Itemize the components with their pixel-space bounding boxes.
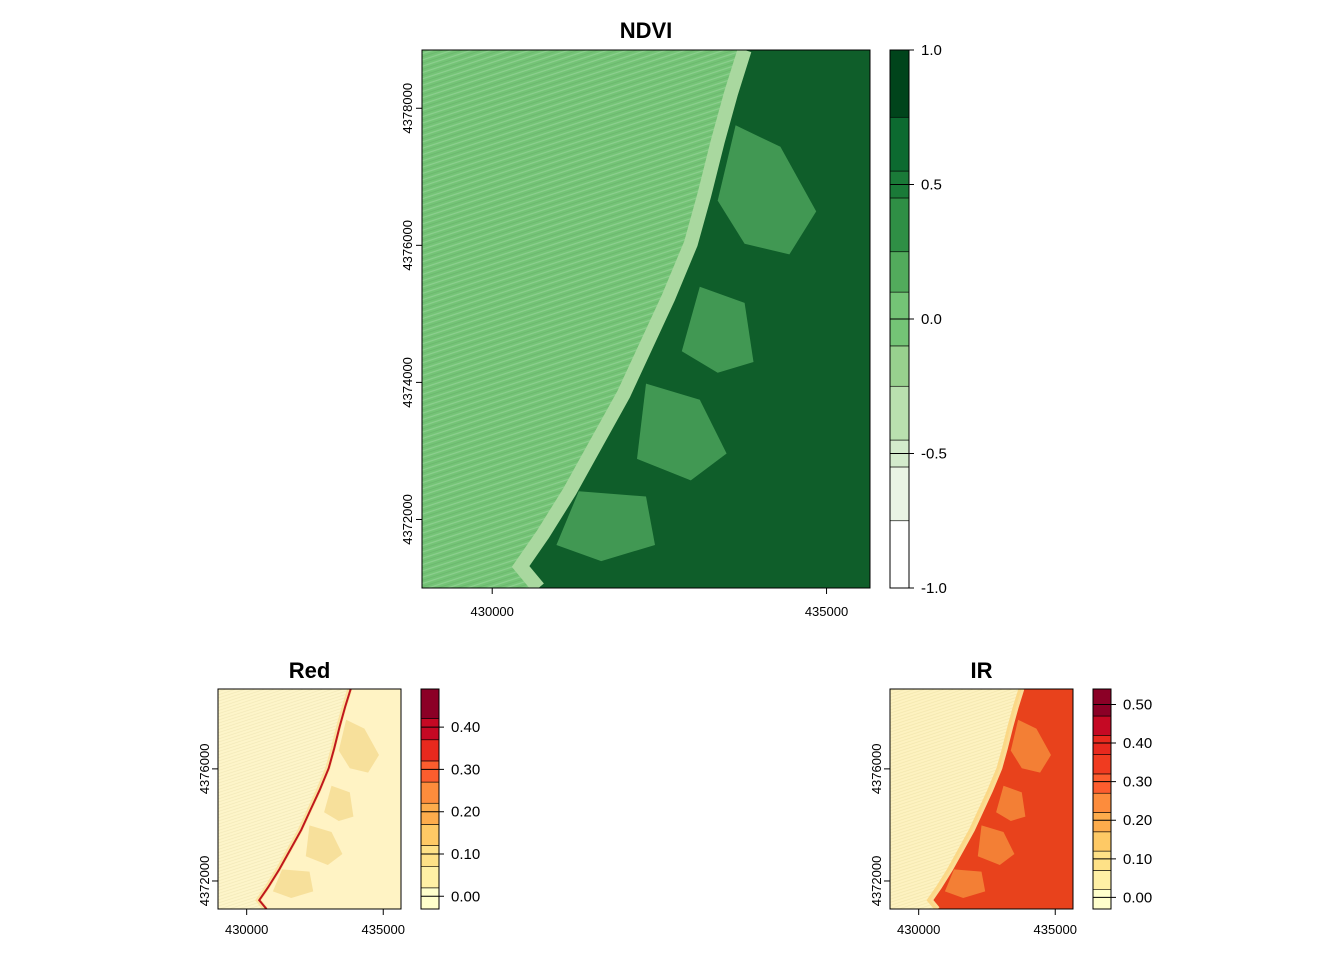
- legend-swatch: [420, 845, 440, 867]
- legend-swatch: [1092, 773, 1112, 794]
- marsh-lobe: [1010, 719, 1051, 773]
- ndvi-title: NDVI: [620, 18, 673, 43]
- marsh-lobe: [944, 869, 986, 898]
- legend-swatch: [420, 824, 440, 846]
- ir-raster: [890, 689, 1073, 909]
- y-tick-label: 4376000: [197, 744, 212, 795]
- x-tick-label: 430000: [225, 922, 268, 937]
- legend-swatch: [420, 887, 440, 910]
- marsh-lobe: [324, 785, 354, 821]
- legend-tick-label: 0.10: [1123, 851, 1152, 868]
- marsh-lobe: [637, 383, 727, 481]
- legend-swatch: [1092, 870, 1112, 891]
- ndvi-panel: NDVI 430000 435000 4372000 4374000 4376000 437…: [400, 18, 947, 619]
- legend-swatch: [1092, 889, 1112, 910]
- legend-swatch: [889, 385, 910, 441]
- legend-tick-label: 0.30: [1123, 774, 1152, 791]
- y-tick-label: 4372000: [869, 856, 884, 907]
- x-tick-label: 435000: [805, 604, 848, 619]
- red-panel: Red 430000 435000 4372000 4376000 0.40 0.30 0.2…: [197, 658, 480, 937]
- legend-swatch: [420, 866, 440, 889]
- legend-swatch: [420, 688, 440, 719]
- plot-frame: [421, 49, 871, 589]
- legend-swatch: [420, 760, 440, 783]
- y-tick-label: 4372000: [400, 494, 415, 545]
- legend-swatch: [420, 739, 440, 762]
- legend-swatch: [889, 197, 910, 253]
- y-tick-label: 4378000: [400, 83, 415, 134]
- legend-swatch: [1092, 812, 1112, 833]
- legend-swatch: [1092, 792, 1112, 813]
- x-tick-label: 435000: [362, 922, 405, 937]
- marsh-lobe: [717, 125, 817, 255]
- marsh-lobe: [338, 719, 379, 773]
- beach-strip: [511, 50, 752, 588]
- ndvi-legend: 1.0 0.5 0.0 -0.5 -1.0: [889, 42, 947, 597]
- x-tick-label: 430000: [897, 922, 940, 937]
- red-raster: [218, 689, 401, 909]
- legend-swatch: [889, 466, 910, 522]
- legend-swatch: [1092, 831, 1112, 852]
- marsh-lobe: [681, 286, 754, 373]
- beach-strip: [927, 689, 1025, 909]
- plot-frame: [889, 688, 1074, 910]
- x-tick-label: 435000: [1034, 922, 1077, 937]
- legend-swatch: [889, 520, 910, 589]
- y-tick-label: 4374000: [400, 357, 415, 408]
- marsh-lobe: [272, 869, 314, 898]
- x-tick-label: 430000: [471, 604, 514, 619]
- legend-tick-label: 0.0: [921, 311, 942, 328]
- legend-swatch: [420, 718, 440, 741]
- y-tick-label: 4376000: [869, 744, 884, 795]
- y-tick-label: 4372000: [197, 856, 212, 907]
- shoreline-high-red: [257, 689, 352, 909]
- legend-swatch: [889, 251, 910, 293]
- legend-swatch: [420, 781, 440, 804]
- legend-tick-label: 0.30: [451, 761, 480, 778]
- legend-swatch: [889, 49, 910, 118]
- legend-tick-label: 0.00: [1123, 889, 1152, 906]
- legend-swatch: [1092, 715, 1112, 736]
- legend-tick-label: 0.20: [451, 804, 480, 821]
- marsh-lobe: [996, 785, 1026, 821]
- legend-tick-label: -0.5: [921, 446, 947, 463]
- legend-swatch: [1092, 754, 1112, 775]
- marsh-lobe: [556, 491, 655, 562]
- legend-tick-label: 0.40: [451, 719, 480, 736]
- legend-tick-label: 0.10: [451, 846, 480, 863]
- legend-tick-label: 1.0: [921, 42, 942, 59]
- ir-panel: IR 430000 435000 4372000 4376000 0.50 0.40 0.30…: [869, 658, 1152, 937]
- legend-swatch: [420, 802, 440, 825]
- marsh-lobe: [305, 825, 343, 865]
- legend-tick-label: 0.50: [1123, 696, 1152, 713]
- y-tick-label: 4376000: [400, 220, 415, 271]
- ndvi-raster: [422, 50, 870, 588]
- legend-tick-label: 0.00: [451, 888, 480, 905]
- ir-title: IR: [971, 658, 993, 683]
- legend-tick-label: 0.5: [921, 177, 942, 194]
- red-legend: 0.40 0.30 0.20 0.10 0.00: [420, 688, 480, 910]
- legend-tick-label: 0.20: [1123, 812, 1152, 829]
- legend-swatch: [889, 116, 910, 172]
- legend-frame: [1092, 688, 1112, 910]
- legend-swatch: [889, 345, 910, 387]
- water-texture: [422, 50, 745, 588]
- surf-zone: [926, 689, 1022, 909]
- legend-tick-label: 0.40: [1123, 735, 1152, 752]
- legend-frame: [420, 688, 440, 910]
- legend-tick-label: -1.0: [921, 580, 947, 597]
- water-texture: [218, 689, 350, 909]
- legend-swatch: [1092, 850, 1112, 871]
- water-texture: [890, 689, 1022, 909]
- ir-legend: 0.50 0.40 0.30 0.20 0.10 0.00: [1092, 688, 1152, 910]
- legend-swatch: [1092, 735, 1112, 755]
- plot-frame: [217, 688, 402, 910]
- red-title: Red: [289, 658, 331, 683]
- legend-swatch: [1092, 688, 1112, 717]
- marsh-lobe: [977, 825, 1015, 865]
